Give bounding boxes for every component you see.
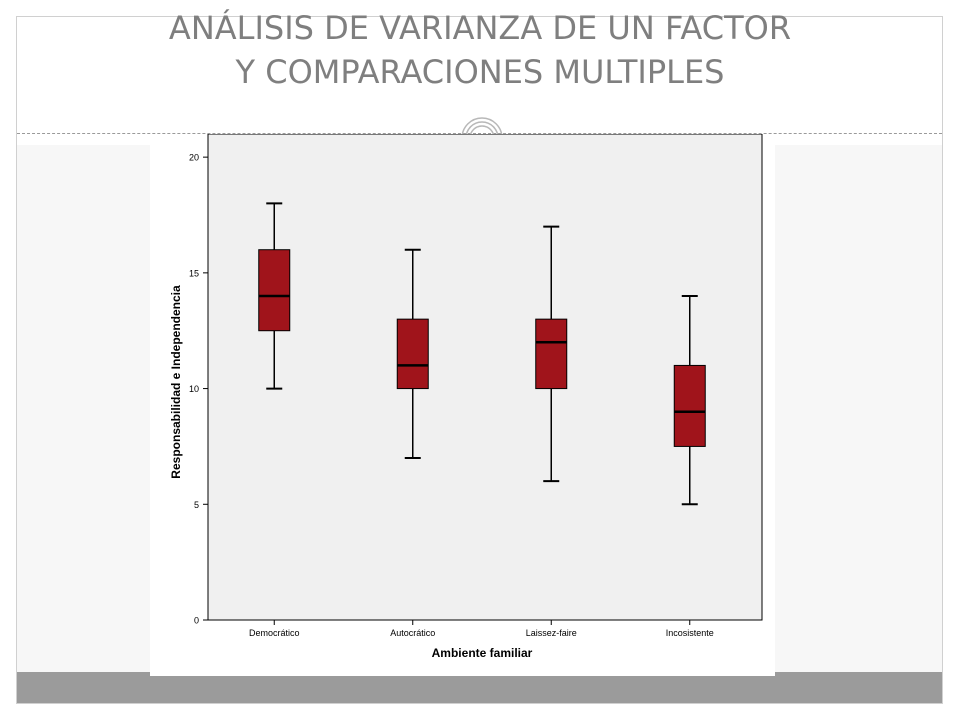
- slide-title-line-1: ANÁLISIS DE VARIANZA DE UN FACTOR: [168, 9, 792, 47]
- footer-band: [17, 672, 942, 703]
- chart-panel: 0 5 10 15 20 Democrático Autocrático Laissez-fa…: [150, 134, 775, 676]
- x-tick-label: Incosistente: [666, 628, 714, 638]
- y-tick-label: 20: [189, 153, 199, 163]
- y-axis-label: Responsabilidad e Independencia: [169, 285, 183, 479]
- slide-title: ANÁLISIS DE VARIANZA DE UN FACTOR Y COMP…: [0, 6, 960, 94]
- x-axis-label: Ambiente familiar: [432, 646, 533, 660]
- x-tick-label: Autocrático: [390, 628, 435, 638]
- y-tick-label: 15: [189, 268, 199, 278]
- slide-title-line-2: Y COMPARACIONES MULTIPLES: [235, 53, 725, 91]
- y-tick-label: 5: [194, 500, 199, 510]
- boxplot-chart: 0 5 10 15 20 Democrático Autocrático Laissez-fa…: [169, 134, 763, 660]
- plot-area: [207, 134, 763, 621]
- x-tick-label: Laissez-faire: [526, 628, 577, 638]
- box: [535, 318, 568, 390]
- box: [258, 249, 291, 332]
- y-tick-label: 0: [194, 616, 199, 626]
- y-tick-label: 10: [189, 384, 199, 394]
- box: [673, 364, 706, 447]
- x-tick-label: Democrático: [249, 628, 300, 638]
- box: [396, 318, 429, 390]
